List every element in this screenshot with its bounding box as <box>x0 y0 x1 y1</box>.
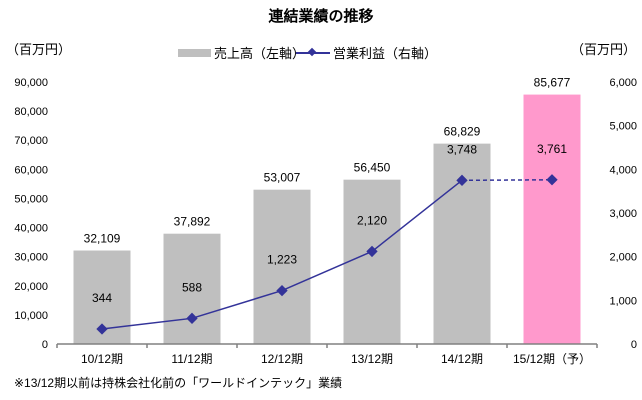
bar-label: 56,450 <box>354 161 391 175</box>
line-point-15/12期（予） <box>546 174 558 186</box>
x-tick-label: 13/12期 <box>351 352 393 366</box>
line-label: 1,223 <box>267 253 297 267</box>
line-point-13/12期 <box>366 245 378 258</box>
right-axis-unit: （百万円） <box>571 42 636 57</box>
left-tick-label: 60,000 <box>14 164 48 176</box>
right-tick-label: 3,000 <box>609 208 637 220</box>
right-tick-label: 2,000 <box>609 252 637 264</box>
bar-14/12期 <box>433 143 491 344</box>
line-point-14/12期 <box>456 174 468 186</box>
x-tick-label: 10/12期 <box>81 352 123 366</box>
bar-11/12期 <box>163 233 221 344</box>
left-tick-label: 70,000 <box>14 135 48 147</box>
bar-15/12期（予） <box>523 94 581 344</box>
left-tick-label: 90,000 <box>14 77 48 89</box>
line-point-12/12期 <box>276 284 288 297</box>
x-tick-label: 12/12期 <box>261 352 303 366</box>
left-tick-label: 10,000 <box>14 310 48 322</box>
legend-line-marker <box>307 47 317 57</box>
legend-line-label: 営業利益（右軸） <box>333 46 437 61</box>
right-tick-label: 1,000 <box>609 295 637 307</box>
bar-12/12期 <box>253 189 311 344</box>
bar-label: 53,007 <box>264 171 301 185</box>
bar-label: 32,109 <box>84 232 121 246</box>
left-tick-label: 20,000 <box>14 281 48 293</box>
left-tick-label: 30,000 <box>14 252 48 264</box>
right-tick-label: 4,000 <box>609 164 637 176</box>
right-tick-label: 0 <box>631 339 637 351</box>
x-tick-label: 14/12期 <box>441 352 483 366</box>
footnote: ※13/12期以前は持株会社化前の「ワールドインテック」業績 <box>14 375 342 390</box>
x-tick-label: 15/12期（予） <box>513 352 591 366</box>
line-label: 344 <box>92 291 112 305</box>
left-axis-unit: （百万円） <box>6 42 71 57</box>
left-tick-label: 80,000 <box>14 106 48 118</box>
bar-13/12期 <box>343 179 401 344</box>
legend-bar-swatch <box>178 49 211 57</box>
bar-label: 68,829 <box>444 125 481 139</box>
left-tick-label: 0 <box>42 339 48 351</box>
line-label: 588 <box>182 280 202 294</box>
line-label: 2,120 <box>357 213 387 227</box>
left-tick-label: 40,000 <box>14 223 48 235</box>
right-tick-label: 6,000 <box>609 77 637 89</box>
operating-profit-forecast-line <box>461 179 553 182</box>
bar-label: 85,677 <box>534 76 571 90</box>
left-tick-label: 50,000 <box>14 193 48 205</box>
x-tick-label: 11/12期 <box>171 352 212 366</box>
bar-label: 37,892 <box>174 215 211 229</box>
line-label: 3,761 <box>537 142 567 156</box>
line-label: 3,748 <box>447 142 477 156</box>
chart-title: 連結業績の推移 <box>268 7 373 25</box>
legend-bar-label: 売上高（左軸） <box>214 46 305 61</box>
right-tick-label: 5,000 <box>609 121 637 133</box>
line-point-11/12期 <box>186 312 198 324</box>
